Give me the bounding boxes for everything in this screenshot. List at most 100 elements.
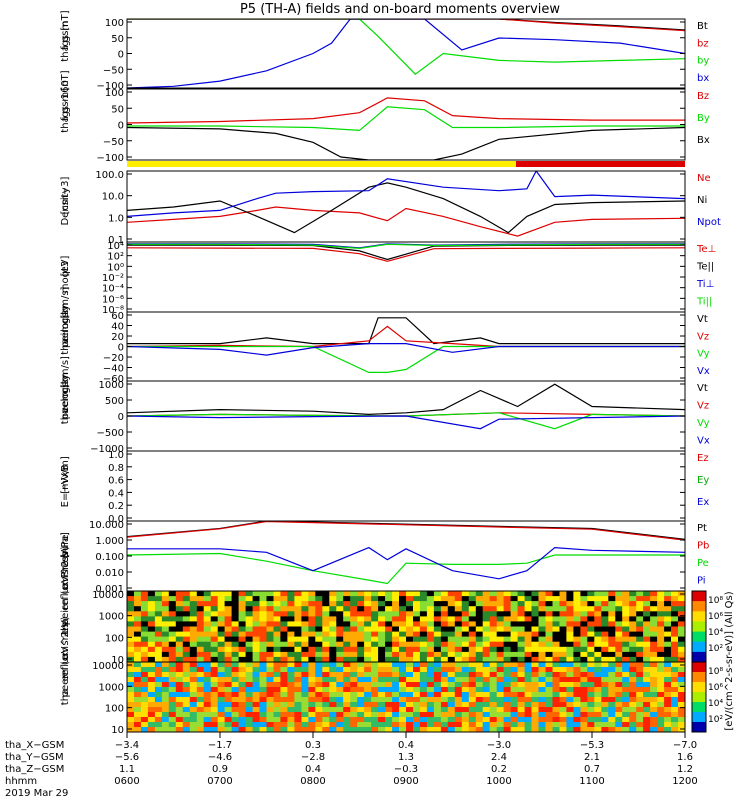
heatmap-cell (447, 672, 456, 678)
heatmap-cell (203, 626, 212, 633)
heatmap-cell (413, 616, 421, 623)
heatmap-cell (622, 591, 630, 597)
legend-entry: Pb (697, 541, 709, 552)
heatmap-cell (587, 631, 595, 638)
heatmap-cell (678, 631, 685, 638)
heatmap-cell (671, 707, 679, 713)
heatmap-cell (168, 606, 177, 612)
heatmap-cell (622, 677, 630, 683)
heatmap-cell (413, 677, 421, 683)
heatmap-cell (168, 727, 177, 732)
heatmap-cell (573, 651, 581, 658)
heatmap-cell (643, 611, 651, 617)
heatmap-cell (336, 621, 344, 628)
heatmap-cell (357, 656, 365, 662)
heatmap-cell (496, 707, 505, 713)
heatmap-cell (252, 616, 261, 623)
heatmap-cell (364, 596, 372, 602)
heatmap-cell (217, 631, 226, 638)
heatmap-cell (364, 641, 372, 648)
heatmap-cell (629, 646, 637, 653)
heatmap-cell (196, 722, 205, 728)
heatmap-cell (350, 611, 358, 617)
heatmap-cell (182, 611, 191, 617)
heatmap-cell (231, 702, 240, 708)
heatmap-cell (385, 702, 393, 708)
heatmap-cell (399, 667, 407, 673)
heatmap-cell (329, 712, 337, 718)
heatmap-cell (608, 641, 616, 648)
heatmap-cell (189, 672, 198, 678)
heatmap-cell (147, 672, 156, 678)
heatmap-cell (552, 601, 561, 607)
heatmap-cell (496, 656, 505, 662)
heatmap-cell (294, 677, 302, 683)
heatmap-cell (615, 636, 623, 643)
heatmap-cell (399, 591, 407, 597)
heatmap-cell (538, 702, 547, 708)
heatmap-cell (294, 651, 302, 658)
legend-entry: Ti|| (696, 297, 712, 308)
heatmap-cell (329, 702, 337, 708)
y-axis-label: thafgsgsm-160[nT] (60, 70, 71, 132)
heatmap-cell (552, 636, 561, 643)
heatmap-cell (538, 591, 547, 597)
heatmap-cell (629, 667, 637, 673)
heatmap-cell (343, 717, 351, 723)
heatmap-cell (566, 702, 574, 708)
heatmap-cell (559, 712, 568, 718)
heatmap-cell (636, 596, 644, 602)
heatmap-cell (510, 682, 519, 688)
heatmap-cell (392, 722, 400, 728)
heatmap-cell (231, 611, 240, 617)
heatmap-cell (426, 616, 435, 623)
x-row-value: −5.6 (115, 752, 139, 763)
heatmap-cell (350, 712, 358, 718)
heatmap-cell (601, 667, 609, 673)
legend-entry: Vt (697, 314, 708, 325)
heatmap-cell (294, 697, 302, 703)
heatmap-cell (475, 591, 484, 597)
heatmap-cell (538, 662, 547, 668)
heatmap-cell (419, 646, 428, 653)
heatmap-cell (273, 717, 282, 723)
heatmap-cell (433, 702, 442, 708)
heatmap-cell (203, 662, 212, 668)
heatmap-cell (168, 677, 177, 683)
heatmap-cell (385, 717, 393, 723)
heatmap-cell (175, 682, 184, 688)
heatmap-cell (371, 626, 379, 633)
heatmap-cell (413, 687, 421, 693)
heatmap-cell (566, 727, 574, 732)
heatmap-cell (161, 591, 170, 597)
heatmap-cell (378, 687, 386, 693)
heatmap-cell (650, 591, 658, 597)
heatmap-cell (134, 616, 142, 623)
heatmap-cell (238, 646, 247, 653)
heatmap-cell (664, 687, 672, 693)
heatmap-cell (413, 717, 421, 723)
y-tick-label: 0.100 (95, 552, 124, 563)
heatmap-cell (538, 682, 547, 688)
heatmap-cell (440, 641, 449, 648)
heatmap-cell (224, 636, 233, 643)
heatmap-cell (573, 611, 581, 617)
heatmap-cell (364, 727, 372, 732)
y-axis-label: Pressure[nPa] (60, 532, 71, 577)
heatmap-cell (315, 722, 323, 728)
heatmap-cell (168, 601, 177, 607)
heatmap-cell (182, 651, 191, 658)
heatmap-cell (531, 646, 540, 653)
heatmap-cell (531, 692, 540, 698)
x-row-value: 0.9 (212, 764, 228, 775)
heatmap-cell (657, 697, 665, 703)
heatmap-cell (650, 687, 658, 693)
heatmap-cell (273, 621, 282, 628)
heatmap-cell (608, 702, 616, 708)
heatmap-cell (399, 606, 407, 612)
heatmap-cell (447, 646, 456, 653)
heatmap-cell (308, 697, 316, 703)
heatmap-cell (413, 651, 421, 658)
heatmap-cell (615, 656, 623, 662)
heatmap-cell (622, 651, 630, 658)
